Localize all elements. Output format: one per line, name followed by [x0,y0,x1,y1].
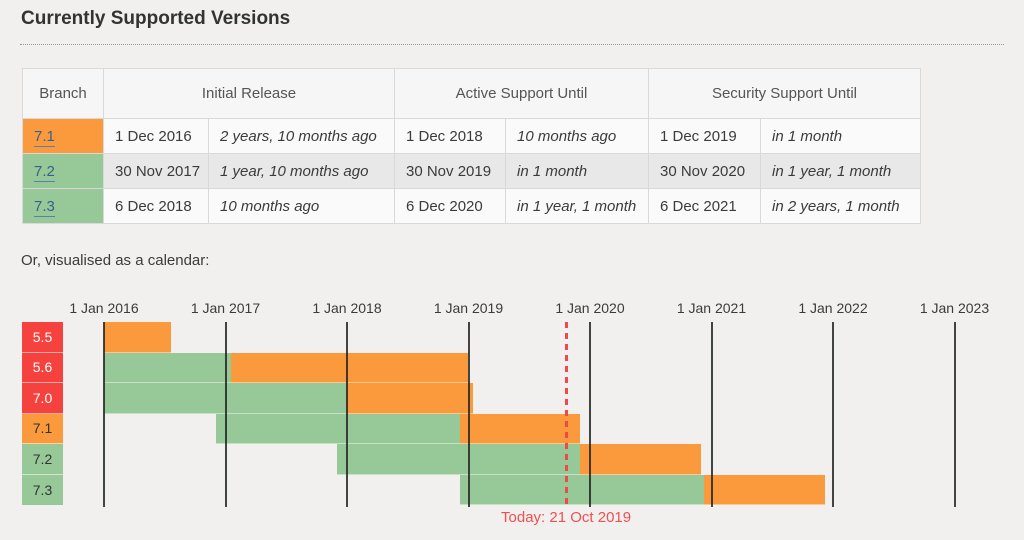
cell-security-until-rel-7.3: in 2 years, 1 month [760,188,921,224]
cell-active-until-rel-7.2: in 1 month [505,153,649,189]
gridline-2019 [467,322,470,507]
cell-active-until-rel-7.1: 10 months ago [505,118,649,154]
chart-branch-label-5.5: 5.5 [22,322,63,353]
cell-security-until-rel-7.1: in 1 month [760,118,921,154]
table-row-7.1: 7.1 1 Dec 2016 2 years, 10 months ago 1 Dec… [22,118,921,154]
cell-initial-release-rel-7.3: 10 months ago [208,188,395,224]
cell-initial-release-7.3: 6 Dec 2018 [103,188,209,224]
chart-branch-label-5.6: 5.6 [22,352,63,383]
versions-table: Branch Initial Release Active Support Un… [22,68,921,224]
branch-link-7.2[interactable]: 7.2 [34,162,55,182]
branch-link-7.3[interactable]: 7.3 [34,197,55,217]
axis-tick-label-2016: 1 Jan 2016 [69,300,139,316]
today-line [564,322,568,507]
gridline-2020 [589,322,591,507]
gridline-2021 [710,322,713,507]
col-header-branch: Branch [22,68,104,119]
today-label: Today: 21 Oct 2019 [501,509,632,526]
bar-5.5-security [104,322,171,353]
cell-security-until-rel-7.2: in 1 year, 1 month [760,153,921,189]
cell-security-until-7.2: 30 Nov 2020 [648,153,761,189]
gridline-2023 [953,322,956,507]
bar-7.1-active [215,413,460,444]
calendar-note: Or, visualised as a calendar: [21,252,210,269]
axis-tick-label-2020: 1 Jan 2020 [555,300,625,316]
table-header-row: Branch Initial Release Active Support Un… [22,68,921,119]
axis-tick-label-2023: 1 Jan 2023 [919,300,990,316]
cell-initial-release-rel-7.1: 2 years, 10 months ago [208,118,395,154]
support-calendar-chart: 1 Jan 2016 1 Jan 2017 1 Jan 2018 1 Jan 2019… [0,300,1024,538]
bar-7.1-security [459,413,581,444]
gridline-2022 [832,322,834,507]
chart-branch-label-7.0: 7.0 [22,383,63,414]
axis-tick-label-2017: 1 Jan 2017 [190,300,261,316]
bar-7.2-security [579,444,701,475]
cell-active-until-7.1: 1 Dec 2018 [394,118,506,154]
col-header-active-support: Active Support Until [394,68,649,119]
chart-branch-label-7.3: 7.3 [22,474,63,505]
bar-7.2-active [336,444,580,475]
axis-tick-label-2019: 1 Jan 2019 [433,300,504,316]
bar-5.6-security [231,352,469,383]
bar-7.3-active [459,474,704,505]
cell-active-until-7.2: 30 Nov 2019 [394,153,506,189]
cell-initial-release-7.2: 30 Nov 2017 [103,153,209,189]
branch-link-7.1[interactable]: 7.1 [34,127,55,147]
gridline-2018 [346,322,348,507]
bar-7.3-security [703,474,825,505]
cell-active-until-rel-7.3: in 1 year, 1 month [505,188,649,224]
branch-cell-7.1: 7.1 [22,118,104,154]
col-header-initial-release: Initial Release [103,68,395,119]
table-row-7.3: 7.3 6 Dec 2018 10 months ago 6 Dec 2020 in 1… [22,188,921,224]
cell-initial-release-7.1: 1 Dec 2016 [103,118,209,154]
cell-active-until-7.3: 6 Dec 2020 [394,188,506,224]
axis-tick-label-2021: 1 Jan 2021 [676,300,747,316]
chart-branch-label-7.1: 7.1 [22,413,63,444]
cell-security-until-7.1: 1 Dec 2019 [648,118,761,154]
branch-cell-7.2: 7.2 [22,153,104,189]
bar-7.0-security [345,383,473,414]
bar-5.6-active [104,352,232,383]
axis-tick-label-2018: 1 Jan 2018 [312,300,382,316]
chart-branch-label-7.2: 7.2 [22,444,63,475]
page-title: Currently Supported Versions [21,8,291,29]
table-row-7.2: 7.2 30 Nov 2017 1 year, 10 months ago 30 No… [22,153,921,189]
branch-cell-7.3: 7.3 [22,188,104,224]
col-header-security-support: Security Support Until [648,68,921,119]
gridline-2017 [224,322,227,507]
title-divider [20,44,1004,45]
cell-security-until-7.3: 6 Dec 2021 [648,188,761,224]
gridline-2016 [103,322,105,507]
axis-tick-label-2022: 1 Jan 2022 [798,300,868,316]
cell-initial-release-rel-7.2: 1 year, 10 months ago [208,153,395,189]
